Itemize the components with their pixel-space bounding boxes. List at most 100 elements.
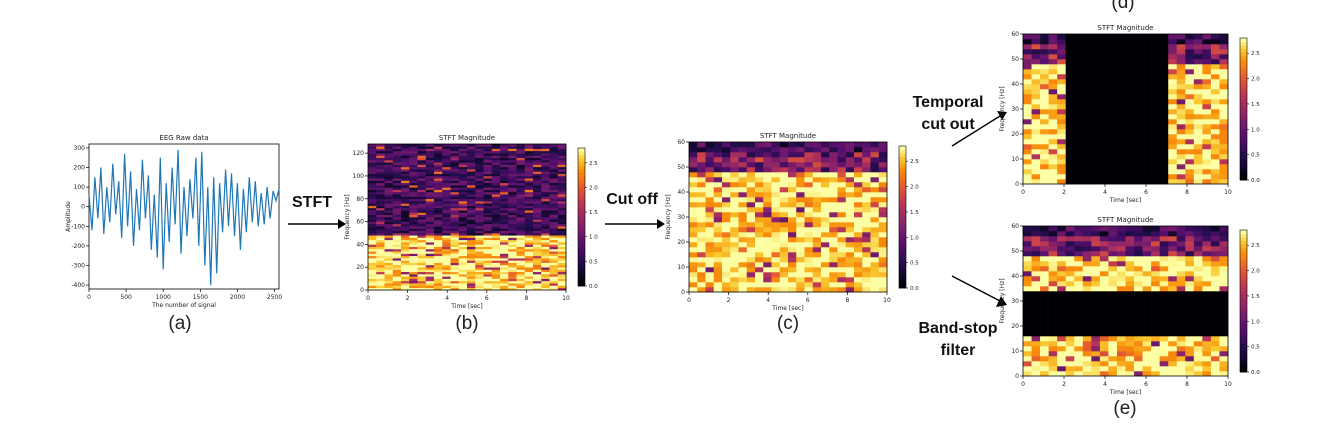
heatmap-cell: [425, 223, 435, 227]
heatmap-cell: [1108, 109, 1118, 115]
heatmap-cell: [376, 185, 385, 188]
heatmap-cell: [425, 271, 435, 275]
heatmap-cell: [746, 202, 756, 208]
heatmap-cell: [870, 162, 880, 168]
heatmap-cell: [1142, 336, 1152, 342]
heatmap-cell: [1159, 311, 1169, 317]
heatmap-cell: [1210, 231, 1220, 237]
heatmap-cell: [516, 260, 526, 263]
heatmap-cell: [434, 148, 443, 152]
heatmap-cell: [425, 278, 435, 282]
heatmap-cell: [1125, 311, 1135, 317]
heatmap-cell: [788, 192, 797, 198]
heatmap-cell: [788, 187, 797, 193]
heatmap-cell: [392, 280, 402, 284]
heatmap-cell: [1125, 94, 1135, 100]
heatmap-cell: [862, 152, 871, 158]
heatmap-cell: [1057, 164, 1067, 170]
colorbar-cell: [578, 237, 585, 242]
heatmap-cell: [549, 187, 559, 190]
heatmap-cell: [1082, 134, 1092, 140]
heatmap-cell: [1202, 49, 1212, 55]
heatmap-cell: [417, 164, 427, 168]
heatmap-cell: [812, 142, 822, 148]
colorbar-cell: [899, 188, 906, 193]
heatmap-cell: [1082, 251, 1092, 257]
heatmap-cell: [1116, 281, 1126, 287]
y-tick-label: 40: [1011, 81, 1019, 88]
heatmap-cell: [722, 247, 731, 253]
heatmap-cell: [442, 162, 451, 165]
heatmap-cell: [1116, 226, 1126, 232]
heatmap-cell: [1116, 144, 1126, 150]
heatmap-cell: [829, 187, 838, 193]
heatmap-cell: [1116, 114, 1126, 120]
heatmap-cell: [1185, 371, 1195, 377]
heatmap-cell: [1202, 159, 1212, 165]
heatmap-cell: [1176, 124, 1186, 130]
heatmap-cell: [1142, 54, 1152, 60]
heatmap-cell: [1176, 361, 1186, 367]
heatmap-cell: [533, 153, 542, 156]
heatmap-cell: [1193, 124, 1203, 130]
heatmap-cell: [862, 147, 871, 153]
heatmap-cell: [425, 226, 435, 229]
heatmap-cell: [442, 187, 451, 190]
heatmap-cell: [1134, 371, 1143, 377]
heatmap-cell: [689, 257, 698, 263]
heatmap-cell: [425, 248, 435, 252]
heatmap-cell: [483, 280, 493, 284]
heatmap-cell: [1185, 351, 1195, 357]
heatmap-cell: [475, 285, 484, 289]
heatmap-cell: [1116, 336, 1126, 342]
heatmap-cell: [409, 237, 418, 241]
heatmap-cell: [1116, 39, 1126, 45]
y-tick-label: 30: [1011, 298, 1019, 305]
heatmap-cell: [1185, 109, 1195, 115]
colorbar-cell: [1240, 140, 1247, 145]
heatmap-cell: [524, 198, 534, 202]
heatmap-cell: [549, 166, 559, 170]
heatmap-cell: [1099, 74, 1109, 80]
colorbar-cell: [578, 148, 585, 152]
heatmap-cell: [434, 198, 443, 202]
heatmap-cell: [1048, 169, 1058, 175]
heatmap-cell: [829, 162, 838, 168]
heatmap-cell: [458, 171, 468, 174]
x-tick-label: 0: [1021, 189, 1025, 196]
heatmap-cell: [1219, 316, 1229, 322]
heatmap-cell: [392, 217, 402, 220]
heatmap-cell: [1048, 296, 1058, 302]
heatmap-cell: [376, 164, 385, 168]
heatmap-cell: [467, 198, 476, 202]
heatmap-cell: [1099, 114, 1109, 120]
heatmap-cell: [1219, 341, 1229, 347]
heatmap-cell: [409, 264, 418, 268]
heatmap-cell: [1210, 104, 1220, 110]
heatmap-cell: [368, 194, 377, 197]
heatmap-cell: [821, 177, 830, 183]
heatmap-cell: [1168, 326, 1178, 332]
heatmap-cell: [1057, 356, 1067, 362]
heatmap-cell: [417, 269, 427, 273]
heatmap-cell: [1040, 64, 1049, 70]
heatmap-cell: [401, 157, 410, 161]
heatmap-cell: [1185, 69, 1195, 75]
heatmap-cell: [755, 152, 764, 158]
heatmap-cell: [417, 153, 427, 156]
heatmap-cell: [1176, 44, 1186, 50]
heatmap-cell: [755, 177, 764, 183]
heatmap-cell: [434, 169, 443, 172]
stft-step-label: STFT: [292, 194, 332, 211]
heatmap-cell: [458, 148, 468, 152]
heatmap-cell: [755, 147, 764, 153]
heatmap-cell: [1151, 236, 1160, 242]
heatmap-cell: [1091, 94, 1101, 100]
colorbar-cell: [1240, 41, 1247, 46]
heatmap-cell: [475, 230, 484, 234]
heatmap-cell: [533, 287, 542, 291]
colorbar-tick-label: 0.0: [1251, 370, 1260, 376]
heatmap-cell: [425, 155, 435, 158]
colorbar-cell: [578, 213, 585, 218]
heatmap-cell: [549, 175, 559, 179]
